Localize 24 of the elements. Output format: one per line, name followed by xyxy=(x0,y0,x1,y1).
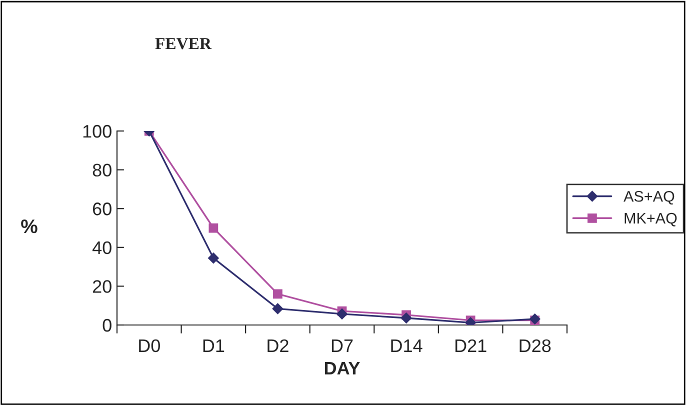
x-tick-label: D1 xyxy=(203,340,224,352)
point xyxy=(208,252,219,264)
y-axis-title: % xyxy=(21,220,38,234)
point xyxy=(272,303,284,314)
point xyxy=(273,289,282,299)
legend-label: MK+AQ xyxy=(624,212,677,226)
x-tick-label: D21 xyxy=(455,339,486,352)
chart-title: FEVER xyxy=(155,38,212,50)
y-tick-label: 40 xyxy=(92,241,112,254)
point xyxy=(208,223,218,233)
y-tick-label: 100 xyxy=(83,124,112,138)
y-tick-label: 0 xyxy=(102,318,112,332)
x-axis-title: DAY xyxy=(324,362,360,374)
x-tick-label: D0 xyxy=(139,339,160,352)
y-tick-label: 20 xyxy=(92,280,112,293)
point xyxy=(336,308,348,320)
x-tick-label: D14 xyxy=(391,340,422,352)
x-tick-label: D2 xyxy=(268,339,288,352)
point xyxy=(400,312,412,324)
x-tick-label: D7 xyxy=(332,340,353,352)
legend-label: AS+AQ xyxy=(624,190,674,204)
y-tick-label: 80 xyxy=(92,164,112,177)
y-tick-label: 60 xyxy=(92,202,112,216)
x-tick-label: D28 xyxy=(520,339,551,352)
